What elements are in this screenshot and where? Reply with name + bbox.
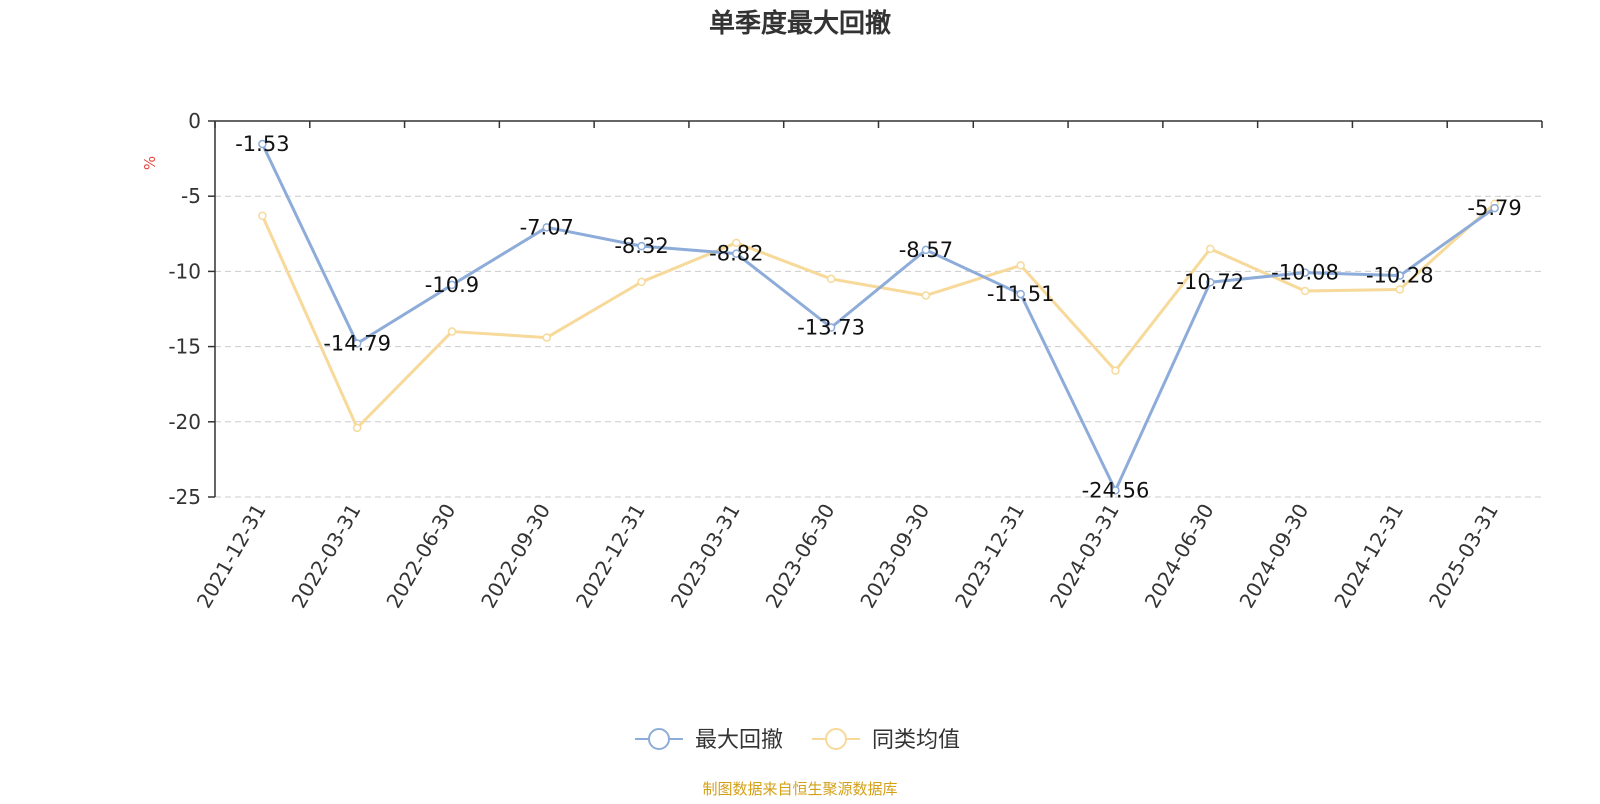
data-label: -10.08 [1271, 261, 1339, 285]
data-point [732, 249, 741, 258]
series-layer [258, 139, 1499, 495]
data-label: -8.57 [899, 238, 953, 262]
data-label: -8.32 [614, 234, 668, 258]
source-note: 制图数据来自恒生聚源数据库 [702, 780, 897, 798]
data-point [921, 291, 931, 300]
y-axis-unit-label: % [141, 156, 159, 170]
data-point [1206, 244, 1215, 254]
data-point [1016, 289, 1025, 299]
legend-label: 最大回撤 [695, 728, 783, 753]
x-tick-label: 2023-03-31 [666, 500, 745, 613]
data-point [447, 327, 457, 336]
series-line [260, 202, 1497, 430]
data-label: -13.73 [797, 315, 865, 339]
data-point [637, 277, 646, 287]
x-tick-label: 2024-06-30 [1140, 500, 1219, 613]
data-label: -10.9 [425, 273, 479, 297]
data-point [921, 245, 931, 255]
data-point [352, 423, 362, 433]
data-point [1300, 286, 1310, 296]
series-line [260, 142, 1497, 492]
chart-title: 单季度最大回撤 [709, 8, 891, 39]
data-label: -5.79 [1467, 196, 1521, 220]
data-point [542, 333, 551, 342]
data-label: -7.07 [520, 215, 574, 239]
data-point [1111, 366, 1120, 375]
data-point [1490, 203, 1499, 213]
x-tick-label: 2023-06-30 [761, 500, 840, 613]
y-tick-label: -25 [168, 485, 201, 509]
x-tick-label: 2024-03-31 [1045, 500, 1124, 613]
legend-marker [648, 728, 670, 750]
data-point [352, 339, 362, 348]
y-tick-label: -20 [168, 410, 201, 434]
data-point [637, 241, 646, 251]
data-point [1016, 261, 1025, 270]
data-point [826, 323, 836, 332]
x-tick-label: 2023-12-31 [950, 500, 1029, 613]
data-label: -1.53 [235, 132, 289, 156]
data-label: -11.51 [987, 282, 1055, 306]
x-tick-label: 2022-12-31 [571, 500, 650, 613]
data-label: -14.79 [323, 331, 391, 355]
x-tick-label: 2021-12-31 [192, 500, 271, 613]
data-point [1300, 268, 1310, 277]
x-tick-label: 2024-12-31 [1329, 500, 1408, 613]
data-label: -24.56 [1082, 478, 1150, 502]
y-tick-label: 0 [188, 109, 201, 133]
data-point [1206, 277, 1215, 287]
data-point [542, 223, 551, 232]
data-point [732, 238, 741, 248]
data-label: -10.28 [1366, 264, 1434, 288]
x-tick-label: 2022-03-31 [287, 500, 366, 613]
data-labels-layer: -1.53 -14.79 -10.9 -7.07 -8.32 -8.82 -13.73 -8.… [235, 132, 1522, 502]
data-label: -8.82 [709, 242, 763, 266]
y-tick-label: -15 [168, 335, 201, 359]
y-tick-label: -10 [168, 259, 201, 283]
x-tick-label: 2022-06-30 [381, 500, 460, 613]
legend-label: 同类均值 [872, 728, 960, 753]
data-point [1395, 271, 1405, 280]
data-point [1395, 285, 1405, 294]
data-point [258, 211, 267, 221]
x-tick-label: 2024-09-30 [1234, 500, 1313, 613]
legend-marker [825, 728, 847, 750]
data-label: -10.72 [1176, 270, 1244, 294]
data-point [258, 139, 267, 149]
grid-layer [215, 195, 1542, 498]
legend: 最大回撤 同类均值 [635, 728, 960, 753]
x-tick-label: 2025-03-31 [1424, 500, 1503, 613]
data-point [826, 274, 836, 284]
data-point [1111, 486, 1120, 495]
y-tick-label: -5 [181, 184, 201, 208]
x-tick-label: 2023-09-30 [855, 500, 934, 613]
data-point [447, 280, 457, 290]
x-tick-label: 2022-09-30 [476, 500, 555, 613]
